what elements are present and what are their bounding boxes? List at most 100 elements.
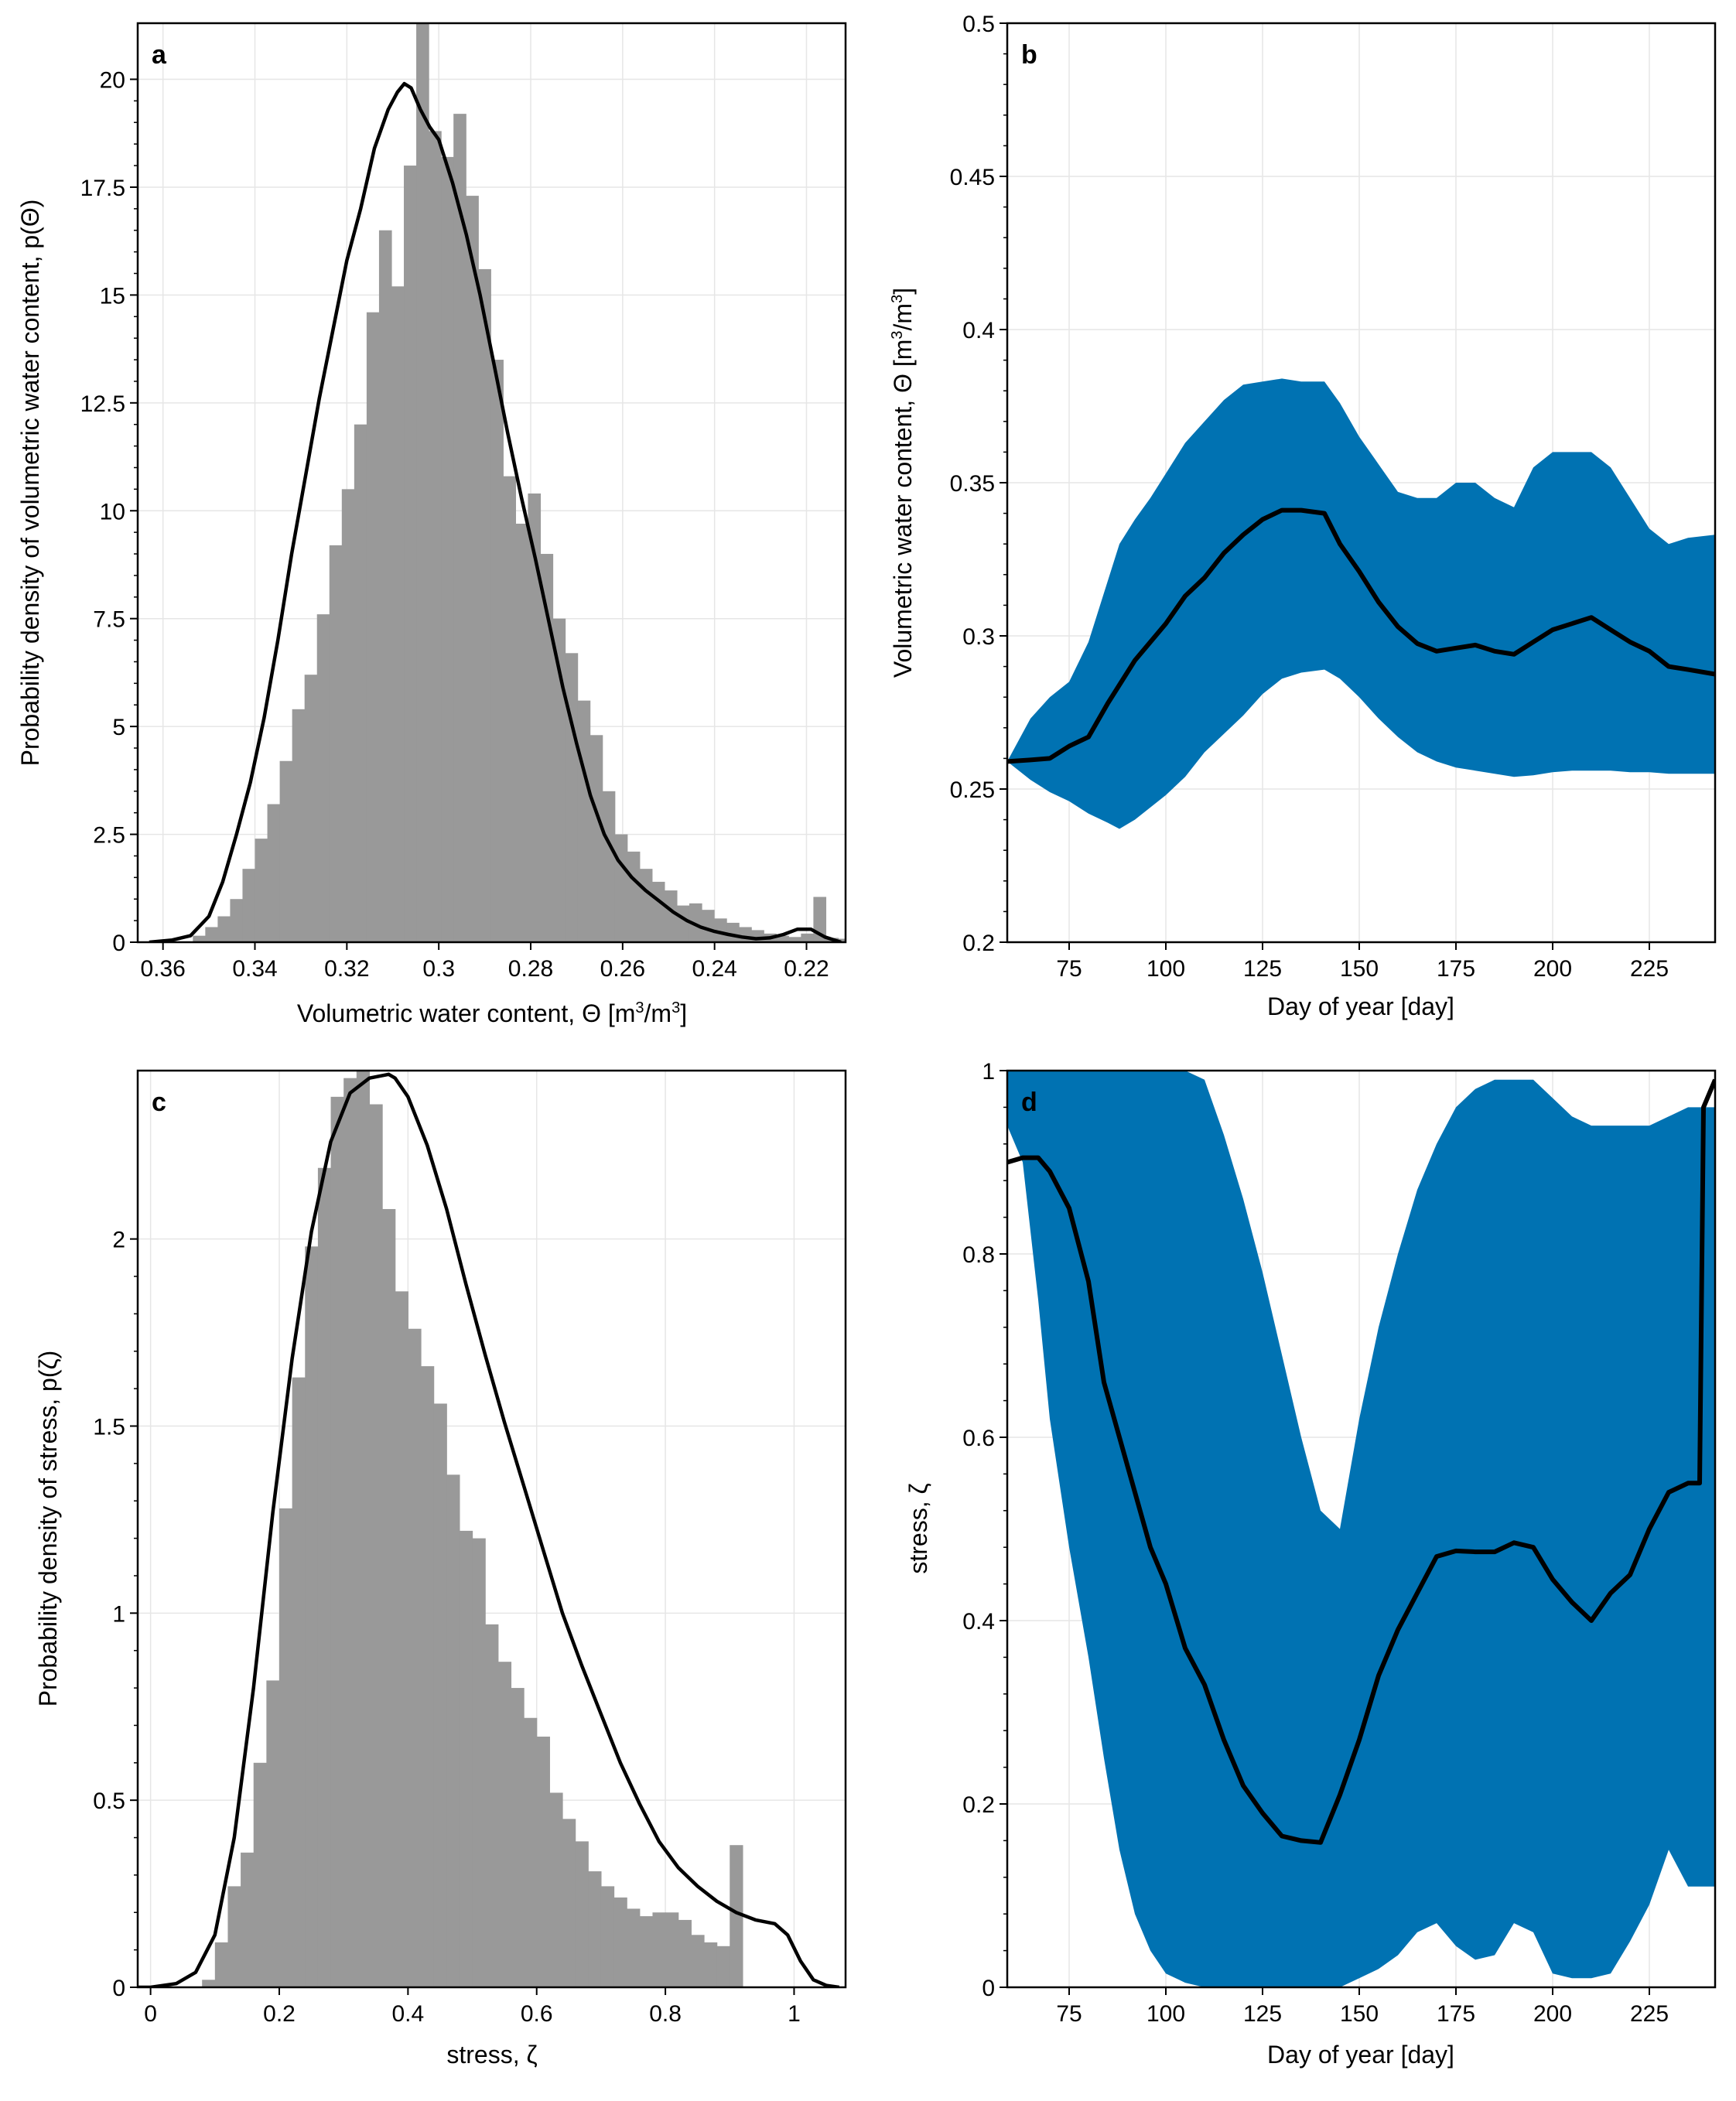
panel-d-ylabel: stress, ζ	[904, 1483, 932, 1573]
histogram-bar	[366, 312, 380, 942]
histogram-bar	[304, 675, 318, 942]
histogram-bar	[453, 114, 466, 942]
histogram-bar	[255, 839, 268, 942]
panel-d-frame	[1006, 1069, 1717, 1989]
x-tick-label: 150	[1340, 2001, 1379, 2027]
histogram-bar	[193, 935, 206, 942]
histogram-bar	[266, 1680, 280, 1987]
histogram-bar	[552, 618, 566, 942]
y-tick-label: 10	[100, 499, 125, 524]
histogram-bar	[395, 1291, 408, 1987]
y-tick-label: 12.5	[80, 391, 125, 417]
x-tick-label: 0.3	[422, 956, 455, 982]
y-tick-label: 0.35	[950, 471, 995, 497]
histogram-bar	[665, 1912, 679, 1987]
histogram-bar	[589, 735, 603, 942]
histogram-bar	[627, 1908, 641, 1987]
histogram-bar	[279, 1508, 293, 1987]
density-curve	[138, 1072, 840, 1987]
panel-b-xlabel: Day of year [day]	[1267, 992, 1454, 1020]
histogram-bar	[305, 1246, 319, 1987]
y-tick-label: 0.6	[962, 1426, 995, 1451]
histogram-bar	[801, 933, 815, 942]
panel-a-xlabel: Volumetric water content, Θ [m3/m3]	[297, 999, 687, 1027]
histogram-bar	[602, 791, 616, 942]
x-tick-label: 0.36	[140, 956, 185, 982]
histogram-bar	[485, 1624, 499, 1987]
panel-c-ylabel: Probability density of stress, p(ζ)	[34, 1351, 62, 1707]
histogram-bar	[702, 910, 715, 942]
histogram-bar	[651, 881, 665, 942]
histogram-bar	[472, 1538, 486, 1987]
histogram-bar	[528, 493, 542, 942]
histogram-bar	[515, 523, 529, 942]
panel-a-ticks: 0.36 0.34 0.32 0.3 0.28 0.26 0.24 0.22 0 2.5 5 7.5 1…	[80, 68, 829, 982]
x-tick-label: 0.32	[324, 956, 369, 982]
y-tick-label: 20	[100, 68, 125, 94]
x-tick-label: 225	[1630, 956, 1669, 982]
x-tick-label: 75	[1056, 2001, 1082, 2027]
x-tick-label: 0.2	[263, 2001, 296, 2027]
histogram-bar	[716, 1946, 730, 1987]
histogram-bar	[459, 1530, 473, 1987]
histogram-bar	[664, 890, 678, 942]
histogram-bar	[588, 1871, 602, 1987]
histogram-bar	[356, 1071, 371, 1987]
panel-a: 0.36 0.34 0.32 0.3 0.28 0.26 0.24 0.22 0 2.5 5 7.5 1…	[16, 22, 847, 1027]
x-tick-label: 0.24	[692, 956, 736, 982]
histogram-bar	[227, 1886, 241, 1987]
x-tick-label: 0.22	[784, 956, 829, 982]
histogram-bar	[214, 1942, 229, 1987]
histogram-bar	[317, 1167, 332, 1987]
y-tick-label: 0	[112, 931, 125, 956]
histogram-bar	[478, 268, 491, 942]
y-tick-label: 0.5	[93, 1788, 125, 1814]
panel-b-marks	[1007, 378, 1715, 829]
x-tick-label: 175	[1437, 956, 1475, 982]
histogram-bar	[751, 930, 764, 942]
histogram-bar	[714, 918, 727, 942]
panel-c: 0 0.2 0.4 0.6 0.8 1 0 0.5 1 1.5 2 c stress, ζ Prob…	[34, 1069, 847, 2069]
y-tick-label: 1	[112, 1601, 125, 1627]
panel-d: 75 100 125 150 175 200 225 0 0.2 0.4 0.6 0.8 1 d Day…	[904, 1059, 1717, 2069]
panel-c-letter: c	[152, 1088, 166, 1117]
panel-d-ticks: 75 100 125 150 175 200 225 0 0.2 0.4 0.6 0.8 1	[962, 1059, 1669, 2027]
y-tick-label: 0.8	[962, 1242, 995, 1268]
histogram-bar	[678, 1919, 692, 1987]
histogram-bar	[652, 1912, 666, 1987]
y-tick-label: 2.5	[93, 823, 125, 849]
histogram-bar	[343, 1078, 357, 1987]
histogram-bar	[416, 23, 429, 942]
histogram-bar	[540, 554, 554, 942]
mean-line	[1007, 507, 1715, 764]
panel-b-ticks: 75 100 125 150 175 200 225 0.2 0.25 0.3 0.35 0.4 0.4…	[950, 12, 1669, 982]
histogram-bar	[524, 1717, 538, 1987]
mean-line	[1007, 1078, 1715, 1845]
histogram-bar	[613, 1897, 627, 1987]
x-tick-label: 175	[1437, 2001, 1475, 2027]
x-tick-label: 0	[144, 2001, 157, 2027]
y-tick-label: 0	[112, 1976, 125, 2001]
histogram-bar	[536, 1736, 550, 1987]
histogram-bar	[466, 196, 479, 942]
histogram-bar	[446, 1474, 460, 1987]
y-tick-label: 1.5	[93, 1414, 125, 1440]
histogram-bar	[330, 1096, 344, 1987]
x-tick-label: 200	[1533, 956, 1572, 982]
panel-d-letter: d	[1021, 1088, 1037, 1117]
x-tick-label: 0.6	[521, 2001, 553, 2027]
y-tick-label: 0.3	[962, 624, 995, 650]
histogram-bar	[490, 360, 504, 942]
panel-a-marks	[149, 23, 846, 942]
y-tick-label: 2	[112, 1228, 125, 1253]
x-tick-label: 0.8	[649, 2001, 682, 2027]
panel-c-xlabel: stress, ζ	[446, 2041, 537, 2069]
histogram-bar	[433, 1403, 447, 1987]
histogram-bar	[739, 927, 752, 942]
histogram-bar	[575, 1841, 589, 1987]
histogram-bar	[776, 935, 789, 942]
histogram-bar	[511, 1688, 525, 1987]
panel-b-ylabel: Volumetric water content, Θ [m3/m3]	[889, 288, 917, 678]
histogram-bar	[253, 1762, 267, 1987]
histogram-bar	[267, 804, 281, 942]
